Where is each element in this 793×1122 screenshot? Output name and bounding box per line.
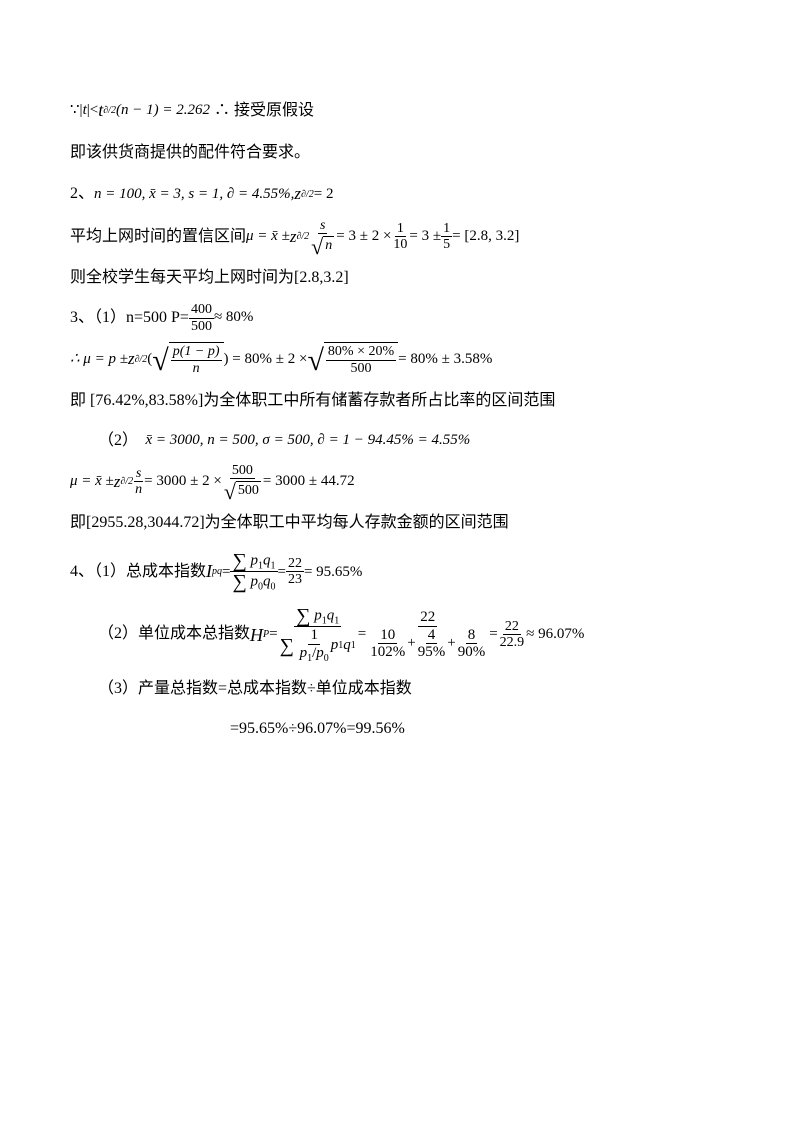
line-10: μ = x̄ ± z∂/2 s n = 3000 ± 2 × 500 √500 …	[70, 461, 723, 504]
eq-13end: ≈ 96.07%	[526, 606, 584, 663]
frac-22-23: 22 23	[286, 556, 304, 588]
eq-4mid2: = 3 ±	[409, 218, 441, 256]
line-3: 2、 n = 100, x̄ = 3, s = 1, ∂ = 4.55%, z∂…	[70, 173, 723, 216]
sym-z4: z	[290, 216, 297, 259]
eq-7end: = 80% ± 3.58%	[398, 341, 492, 379]
sym-H: H	[250, 601, 263, 669]
text-ci: 平均上网时间的置信区间	[70, 217, 246, 257]
eq-13b: =	[358, 606, 366, 663]
line-14: （3）产量总指数=总成本指数÷单位成本指数	[70, 669, 723, 709]
eq-4end: = [2.8, 3.2]	[452, 218, 519, 256]
label-6a: 3、（1）n=500 P=	[70, 298, 189, 338]
frac-H: ∑ p1q1 ∑ 1 p1/p0 p1q1	[278, 606, 358, 664]
eq-13: =	[269, 606, 277, 663]
line-11: 即[2955.28,3044.72]为全体职工中平均每人存款金额的区间范围	[70, 503, 723, 543]
line-4: 平均上网时间的置信区间 μ = x̄ ± z∂/2 s √n = 3 ± 2 ×…	[70, 216, 723, 259]
line-12: 4、（1）总成本指数 Ipq = ∑ p1q1 ∑ p0q0 = 22 23 =…	[70, 543, 723, 601]
sub-z3: ∂/2	[301, 182, 314, 207]
eq-7a: ∴ μ = p ±	[70, 341, 128, 379]
sub-I: pq	[212, 556, 222, 588]
line-6: 3、（1）n=500 P= 400 500 ≈ 80%	[70, 298, 723, 338]
document-page: ∵ |t| < t∂/2 (n − 1) = 2.262 ∴ 接受原假设 即该供…	[0, 0, 793, 819]
line-5: 则全校学生每天平均上网时间为[2.8,3.2]	[70, 258, 723, 298]
frac-15: 1 5	[441, 221, 452, 253]
eq-10end: = 3000 ± 44.72	[263, 463, 355, 501]
sub-z4: ∂/2	[296, 224, 309, 249]
eq-mu: μ = x̄ ±	[246, 218, 290, 256]
label-9a: （2）	[98, 421, 138, 461]
frac-sn: s √n	[309, 218, 336, 256]
line-2: 即该供货商提供的配件符合要求。	[70, 133, 723, 173]
sym-z3: z	[294, 173, 301, 216]
rp7: ) = 80% ± 2 ×	[224, 341, 308, 379]
sqrt-7b: √ 80% × 20% 500	[307, 342, 398, 376]
frac-22-229: 22 22.9	[498, 619, 527, 651]
frac-400-500: 400 500	[189, 302, 214, 334]
sym-z10: z	[114, 461, 121, 504]
sub-z7: ∂/2	[135, 347, 148, 372]
eq-13c: =	[489, 606, 497, 663]
sym-z7: z	[128, 338, 135, 381]
sub-z10: ∂/2	[120, 469, 133, 494]
frac-sn10: s n	[133, 466, 144, 498]
eq-3c: = 2	[314, 176, 334, 214]
eq-12b: =	[278, 548, 286, 596]
eq-n: (n − 1) = 2.262	[116, 92, 210, 130]
line-9: （2） x̄ = 3000, n = 500, σ = 500, ∂ = 1 −…	[70, 421, 723, 461]
eq-10a: μ = x̄ ±	[70, 463, 114, 501]
line-7: ∴ μ = p ± z∂/2 ( √ p(1 − p) n ) = 80% ± …	[70, 338, 723, 381]
line-1: ∵ |t| < t∂/2 (n − 1) = 2.262 ∴ 接受原假设	[70, 88, 723, 133]
frac-sum-pq: ∑ p1q1 ∑ p0q0	[230, 551, 277, 593]
sym-lt: <	[90, 92, 98, 130]
eq-12end: = 95.65%	[304, 548, 362, 596]
frac-110: 1 10	[391, 221, 409, 253]
label-13a: （2）单位成本总指数	[98, 604, 250, 665]
eq-12: =	[222, 548, 230, 596]
sub-t: ∂/2	[103, 98, 116, 123]
eq-6b: ≈ 80%	[214, 299, 253, 337]
frac-500: 500 √500	[222, 463, 263, 501]
eq-9b: x̄ = 3000, n = 500, σ = 500, ∂ = 1 − 94.…	[146, 422, 471, 460]
line-15: =95.65%÷96.07%=99.56%	[70, 709, 723, 749]
sym-because: ∵	[70, 92, 80, 130]
eq-3b: n = 100, x̄ = 3, s = 1, ∂ = 4.55%,	[94, 176, 294, 214]
text-accept: ∴ 接受原假设	[214, 91, 314, 131]
label-2: 2、	[70, 174, 94, 214]
line-8: 即 [76.42%,83.58%]为全体职工中所有储蓄存款者所占比率的区间范围	[70, 381, 723, 421]
label-12a: 4、（1）总成本指数	[70, 546, 206, 597]
sqrt-7: √ p(1 − p) n	[152, 342, 223, 376]
eq-10mid: = 3000 ± 2 ×	[144, 463, 222, 501]
eq-4mid: = 3 ± 2 ×	[336, 218, 391, 256]
frac-big: 22 10102% + 495% + 890%	[366, 609, 489, 661]
line-13: （2）单位成本总指数 HP = ∑ p1q1 ∑ 1 p1/p0 p1q1 = …	[70, 601, 723, 669]
